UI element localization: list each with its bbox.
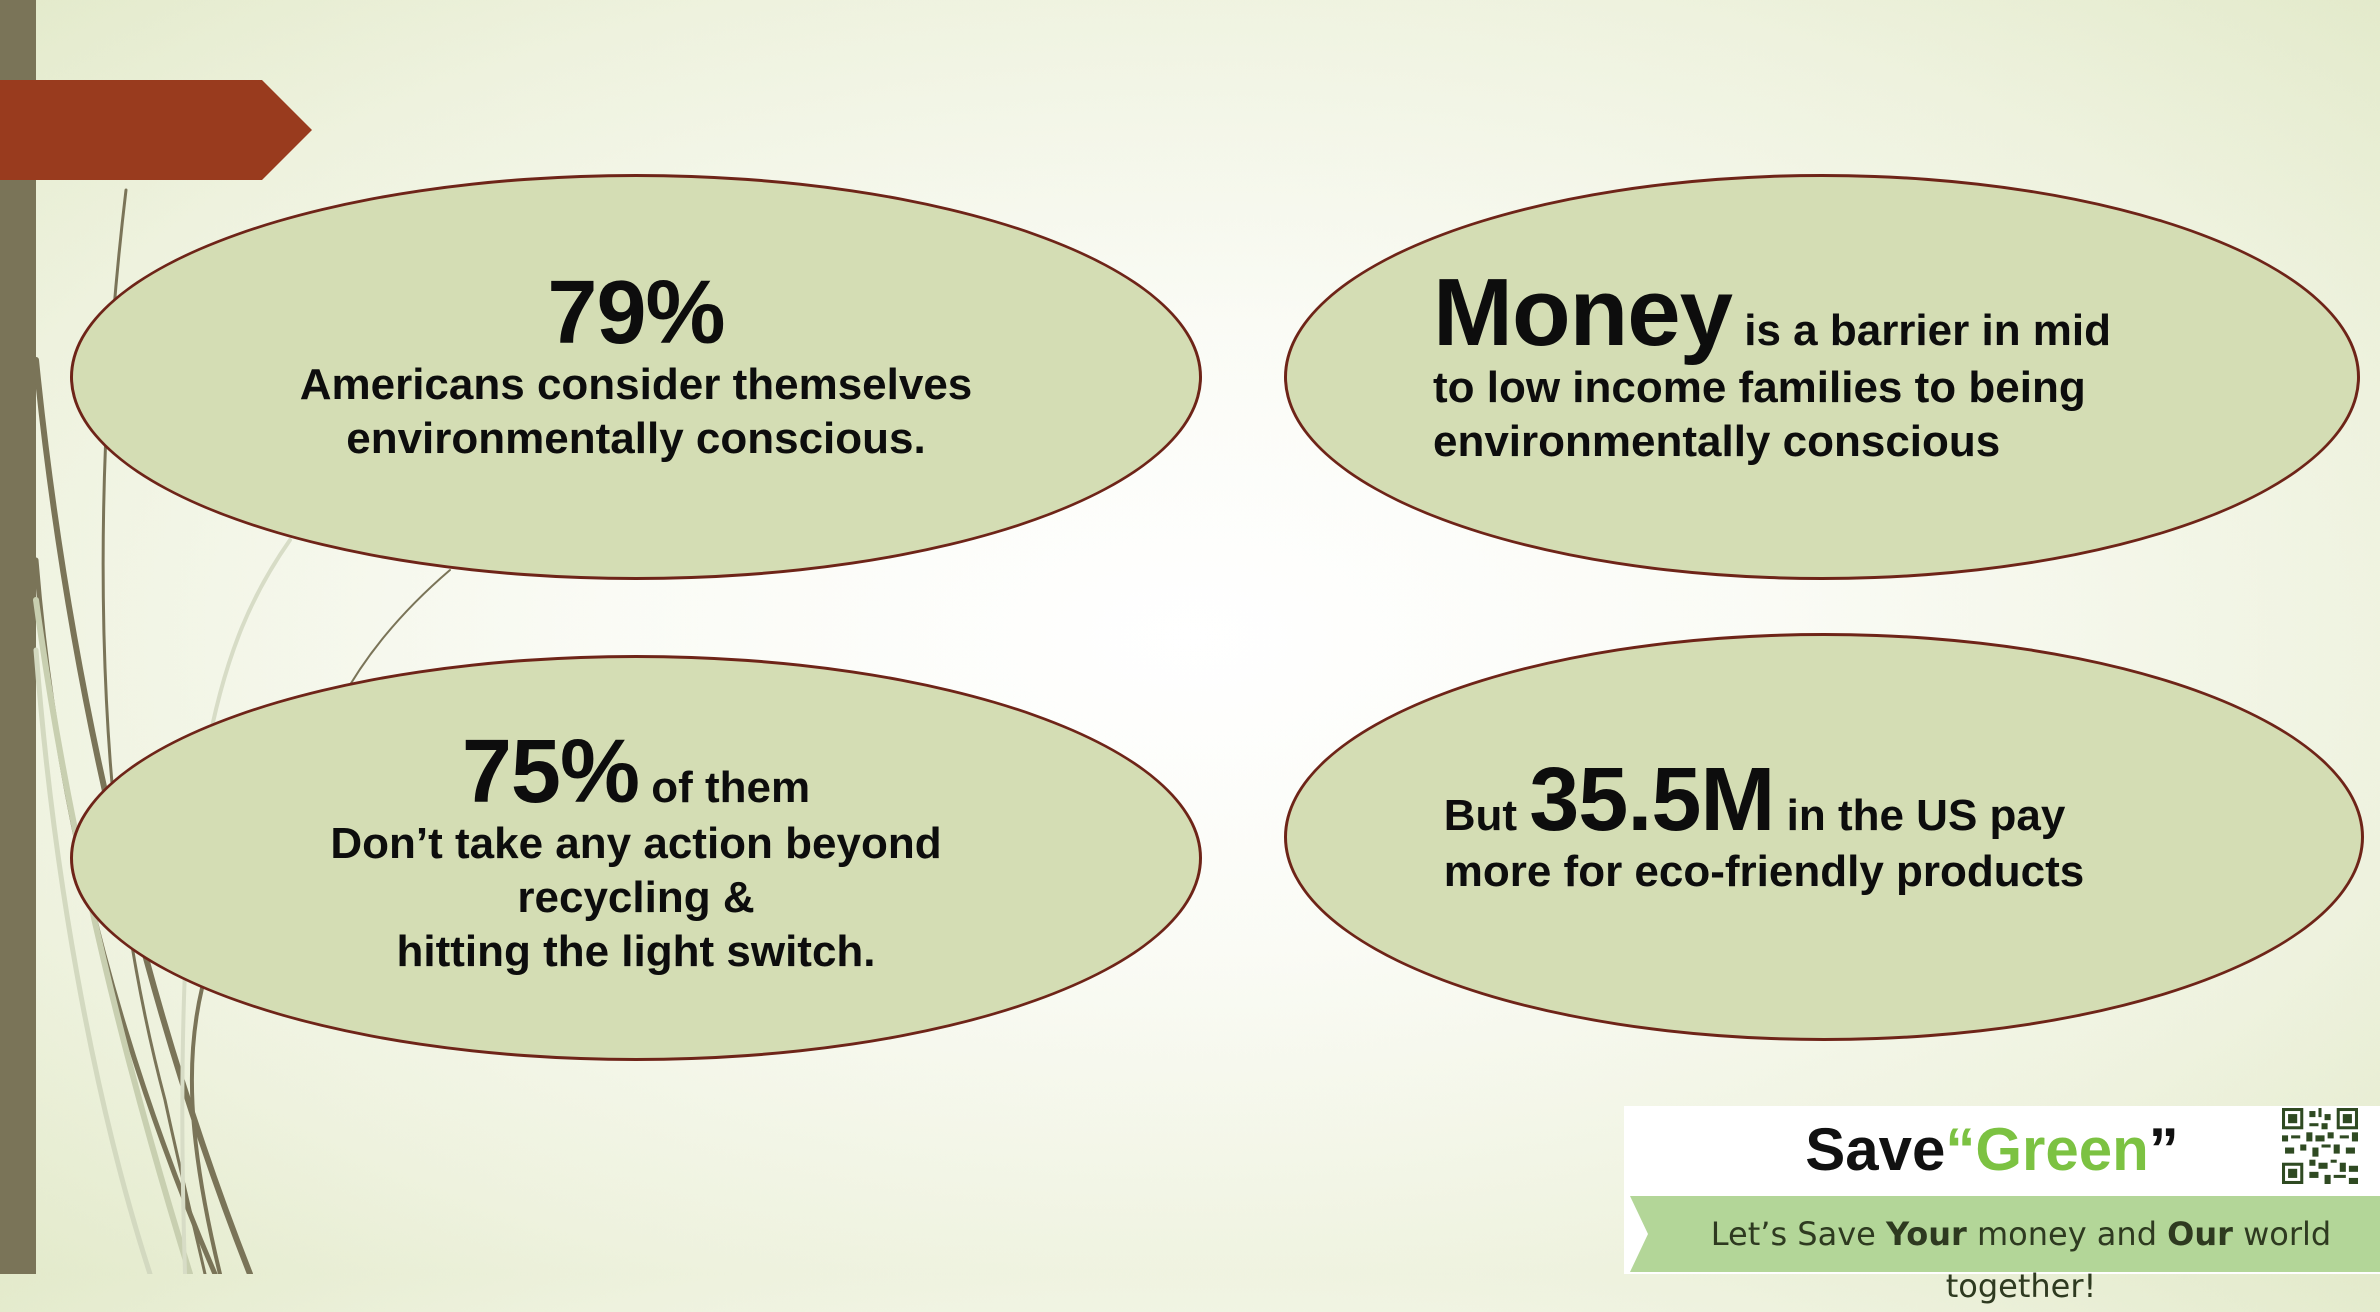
stat-line: hitting the light switch. [396, 927, 876, 976]
stat-line: environmentally conscious. [346, 414, 926, 463]
stat-line: is a barrier in mid [1732, 306, 2112, 355]
stat-bubble-money: Money is a barrier in mid to low income … [1284, 174, 2360, 580]
tagline-banner [1630, 1196, 2380, 1272]
flag-shape [0, 80, 312, 180]
stat-line: more for eco-friendly products [1443, 847, 2085, 896]
stat-line: environmentally conscious [1432, 417, 2001, 466]
logo-title: Save“Green” [1782, 1114, 2202, 1186]
stat-big-number: 79% [547, 263, 725, 363]
logo-tagline: Let’s Save Your money and Our world toge… [1662, 1208, 2380, 1312]
stat-text: 79% Americans consider themselves enviro… [300, 268, 973, 466]
stat-line: Americans consider themselves [299, 360, 973, 409]
stat-bubble-75-percent: 75% of them Don’t take any action beyond… [70, 655, 1202, 1061]
logo-word-save: Save [1805, 1116, 1946, 1183]
stat-line: to low income families to being [1432, 363, 2086, 412]
tagline-part: Your [1886, 1215, 1967, 1253]
stat-text: 75% of them Don’t take any action beyond… [330, 727, 941, 979]
stat-bubble-35-5m: But 35.5M in the US pay more for eco-fri… [1284, 633, 2364, 1041]
stat-big-number: 35.5M [1529, 750, 1775, 850]
stat-suffix: of them [639, 763, 811, 812]
stat-line: in the US pay [1774, 791, 2066, 840]
tagline-part: Our [2167, 1215, 2233, 1253]
qr-code-icon [2282, 1108, 2358, 1184]
tagline-part: Let’s Save [1710, 1215, 1887, 1253]
stat-prefix: But [1443, 791, 1530, 840]
stat-big-word: Money [1432, 259, 1733, 366]
stat-line: recycling & [517, 873, 755, 922]
logo-quote: ” [2148, 1116, 2179, 1183]
logo-word-green: Green [1975, 1116, 2149, 1183]
stat-text: But 35.5M in the US pay more for eco-fri… [1444, 755, 2085, 899]
stat-big-number: 75% [461, 722, 640, 822]
logo-quote: “ [1945, 1116, 1976, 1183]
save-green-logo: Save“Green” Let’s Save Your money and Ou… [1624, 1106, 2380, 1305]
stat-text: Money is a barrier in mid to low income … [1433, 265, 2111, 469]
sidebar-bar [0, 0, 36, 1274]
tagline-part: money and [1966, 1215, 2168, 1253]
stat-line: Don’t take any action beyond [330, 819, 942, 868]
stat-bubble-79-percent: 79% Americans consider themselves enviro… [70, 174, 1202, 580]
